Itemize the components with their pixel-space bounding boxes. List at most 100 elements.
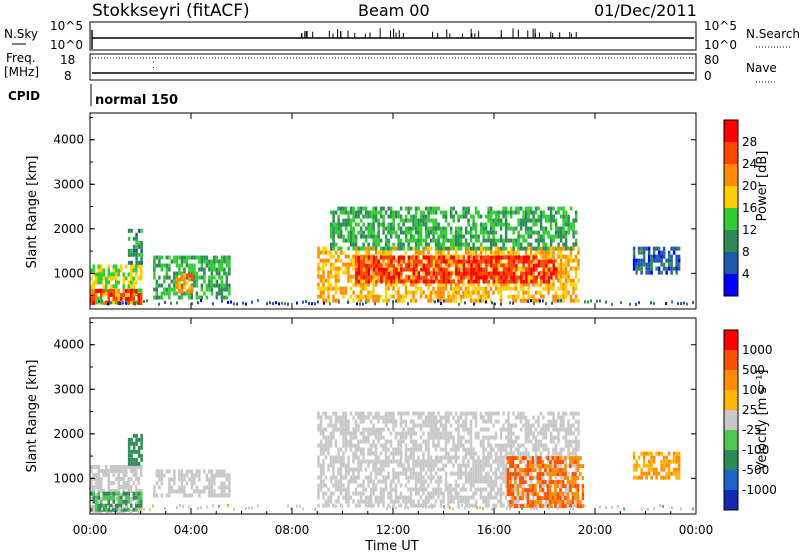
data-cell bbox=[92, 505, 95, 509]
data-cell bbox=[193, 481, 196, 486]
data-cell bbox=[662, 246, 666, 251]
data-cell bbox=[482, 259, 486, 264]
data-cell bbox=[213, 267, 216, 272]
data-cell bbox=[163, 473, 166, 478]
data-cell bbox=[559, 282, 563, 287]
data-cell bbox=[397, 459, 400, 464]
data-cell bbox=[409, 419, 413, 424]
data-cell bbox=[527, 435, 530, 440]
data-cell bbox=[228, 473, 231, 478]
data-cell bbox=[377, 431, 380, 436]
data-cell bbox=[516, 472, 520, 477]
data-cell bbox=[407, 226, 410, 231]
data-cell bbox=[454, 427, 458, 432]
data-cell bbox=[342, 270, 345, 275]
data-cell bbox=[389, 499, 393, 504]
data-cell bbox=[542, 423, 545, 428]
data-cell bbox=[414, 475, 418, 480]
data-cell bbox=[526, 472, 530, 477]
data-cell bbox=[519, 282, 523, 287]
data-cell bbox=[97, 268, 100, 273]
data-cell bbox=[559, 258, 563, 263]
data-cell bbox=[137, 288, 140, 293]
data-cell bbox=[379, 431, 383, 436]
data-cell bbox=[489, 475, 493, 480]
data-cell bbox=[387, 439, 390, 444]
data-cell bbox=[342, 443, 345, 448]
data-cell bbox=[444, 435, 448, 440]
data-cell bbox=[122, 301, 124, 305]
data-cell bbox=[531, 504, 535, 509]
data-cell bbox=[572, 503, 575, 508]
data-cell bbox=[132, 441, 136, 446]
data-cell bbox=[502, 503, 505, 508]
data-cell bbox=[449, 459, 453, 464]
data-cell bbox=[327, 447, 330, 452]
data-cell bbox=[442, 423, 445, 428]
data-cell bbox=[344, 262, 348, 267]
data-cell bbox=[429, 246, 433, 251]
data-cell bbox=[130, 469, 133, 473]
data-cell bbox=[447, 271, 451, 276]
data-cell bbox=[494, 471, 498, 476]
data-cell bbox=[329, 282, 333, 287]
data-cell bbox=[439, 286, 443, 291]
data-cell bbox=[377, 267, 381, 272]
data-cell bbox=[374, 218, 378, 223]
data-cell bbox=[327, 278, 330, 283]
data-cell bbox=[352, 254, 355, 259]
data-cell bbox=[397, 479, 400, 484]
data-cell bbox=[384, 298, 388, 303]
data-cell bbox=[137, 260, 141, 265]
data-cell bbox=[442, 238, 445, 243]
data-cell bbox=[479, 242, 483, 247]
data-cell bbox=[392, 427, 395, 432]
data-cell bbox=[492, 279, 496, 284]
data-cell bbox=[477, 435, 480, 440]
data-cell bbox=[334, 419, 338, 424]
data-cell bbox=[554, 226, 558, 231]
data-cell bbox=[514, 435, 518, 440]
data-cell bbox=[210, 489, 214, 494]
data-cell bbox=[517, 234, 520, 239]
data-cell bbox=[349, 206, 353, 211]
data-cell bbox=[409, 298, 413, 303]
data-cell bbox=[339, 286, 343, 291]
data-cell bbox=[432, 290, 435, 295]
data-cell bbox=[494, 491, 498, 496]
data-cell bbox=[342, 431, 345, 436]
data-cell bbox=[424, 463, 428, 468]
data-cell bbox=[397, 275, 401, 280]
data-cell bbox=[322, 258, 325, 263]
data-cell bbox=[474, 206, 478, 211]
data-cell bbox=[494, 230, 498, 235]
nave-label: Nave bbox=[746, 61, 777, 75]
data-cell bbox=[210, 473, 214, 478]
data-cell bbox=[424, 499, 428, 504]
data-cell bbox=[541, 460, 545, 465]
data-cell bbox=[452, 298, 455, 303]
data-cell bbox=[352, 499, 355, 504]
data-cell bbox=[430, 255, 433, 260]
data-cell bbox=[414, 222, 418, 227]
data-cell bbox=[487, 443, 490, 448]
data-cell bbox=[329, 234, 333, 239]
data-cell bbox=[457, 274, 460, 279]
data-cell bbox=[569, 439, 573, 444]
data-cell bbox=[677, 258, 681, 263]
data-cell bbox=[220, 279, 224, 284]
data-cell bbox=[362, 302, 364, 306]
data-cell bbox=[482, 255, 486, 260]
data-cell bbox=[160, 263, 164, 268]
data-cell bbox=[394, 495, 398, 500]
data-cell bbox=[367, 483, 370, 488]
data-cell bbox=[482, 495, 485, 500]
data-cell bbox=[125, 469, 128, 473]
data-cell bbox=[502, 479, 505, 484]
data-cell bbox=[175, 285, 179, 290]
data-cell bbox=[552, 439, 555, 444]
data-cell bbox=[135, 507, 138, 512]
data-cell bbox=[97, 491, 100, 496]
data-cell bbox=[424, 459, 428, 464]
data-cell bbox=[452, 415, 455, 420]
